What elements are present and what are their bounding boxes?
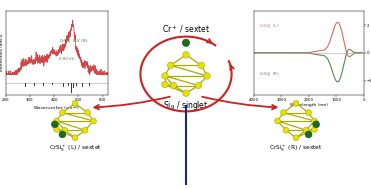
Circle shape <box>303 127 309 133</box>
Circle shape <box>167 62 174 69</box>
Circle shape <box>62 127 68 133</box>
Circle shape <box>283 127 289 133</box>
Circle shape <box>85 110 91 115</box>
X-axis label: Wavelength (nm): Wavelength (nm) <box>290 103 328 107</box>
Circle shape <box>313 121 319 128</box>
Circle shape <box>52 121 58 128</box>
Text: 0.00 eV: 0.00 eV <box>59 57 73 60</box>
Circle shape <box>293 135 299 141</box>
Text: CrSi$_9^+$ (L)/ (R): CrSi$_9^+$ (L)/ (R) <box>59 37 88 46</box>
Circle shape <box>182 39 190 46</box>
Circle shape <box>280 110 286 115</box>
Circle shape <box>198 62 205 69</box>
Text: CrSi$_9^+$ (L): CrSi$_9^+$ (L) <box>259 22 279 31</box>
Circle shape <box>183 90 189 96</box>
Text: CrSi$_9^+$ (L) / sextet: CrSi$_9^+$ (L) / sextet <box>49 144 101 154</box>
Circle shape <box>53 118 59 124</box>
Y-axis label: Intensities (arb.u: Intensities (arb.u <box>0 34 4 71</box>
Circle shape <box>170 82 177 89</box>
Circle shape <box>312 118 318 124</box>
Text: CrSi$_9^+$ (R) / sextet: CrSi$_9^+$ (R) / sextet <box>269 144 323 154</box>
Circle shape <box>195 82 202 89</box>
Circle shape <box>53 126 59 132</box>
Circle shape <box>275 118 280 124</box>
Text: CrSi$_9^+$ (R): CrSi$_9^+$ (R) <box>259 70 280 79</box>
Text: Si$_9$ / singlet: Si$_9$ / singlet <box>163 98 209 112</box>
Circle shape <box>72 135 78 141</box>
Text: Cr$^+$ / sextet: Cr$^+$ / sextet <box>162 24 210 36</box>
Circle shape <box>162 81 168 88</box>
Circle shape <box>91 118 96 124</box>
Circle shape <box>59 131 66 138</box>
X-axis label: Wavenumber (cm$^{-1}$): Wavenumber (cm$^{-1}$) <box>33 103 80 113</box>
Circle shape <box>293 100 299 106</box>
Circle shape <box>183 52 189 58</box>
Circle shape <box>72 100 78 106</box>
Circle shape <box>59 110 65 115</box>
Circle shape <box>162 73 168 79</box>
Circle shape <box>82 127 88 133</box>
Circle shape <box>305 131 312 138</box>
Circle shape <box>306 110 312 115</box>
Circle shape <box>204 73 210 79</box>
Circle shape <box>312 126 318 132</box>
